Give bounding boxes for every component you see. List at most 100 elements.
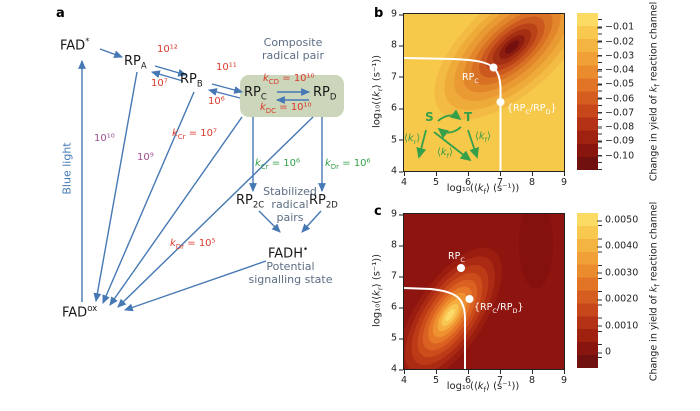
panel-c-ytick: 6 bbox=[391, 302, 404, 313]
colorbar-tick: −0.01 bbox=[596, 21, 635, 33]
rate-10e12: 10¹² bbox=[157, 44, 178, 55]
colorbar-tick: 0.0020 bbox=[596, 293, 639, 305]
singlet-label: S bbox=[425, 110, 434, 124]
triplet-label: T bbox=[464, 110, 473, 124]
panel-c-point-rpc bbox=[457, 264, 465, 272]
panel-c-ytick: 8 bbox=[391, 240, 404, 251]
colorbar-tick: −0.08 bbox=[596, 121, 635, 133]
panel-c-colorbar: 0.0050 0.0040 0.0030 0.0020 0.0010 0 bbox=[577, 213, 638, 368]
panel-b-ytick: 4 bbox=[391, 166, 404, 177]
panel-c-colorbar-minor-ticks bbox=[598, 213, 602, 368]
panel-c-xtick: 4 bbox=[401, 369, 407, 386]
colorbar-tick: −0.04 bbox=[596, 64, 635, 76]
panel-c-zero-contour bbox=[404, 287, 466, 369]
rate-10e6: 10⁶ bbox=[208, 96, 225, 107]
panel-b-letter: b bbox=[374, 6, 384, 21]
panel-c-ytick: 5 bbox=[391, 333, 404, 344]
panel-b-point-pair bbox=[496, 98, 505, 106]
colorbar-tick: 0.0050 bbox=[596, 214, 639, 226]
rate-10e11: 10¹¹ bbox=[216, 62, 237, 73]
panel-c-maximum-lobe bbox=[404, 247, 502, 369]
panel-b-heatmap bbox=[404, 14, 564, 171]
singlet-triplet-scheme bbox=[416, 109, 479, 162]
composite-pair-box bbox=[240, 75, 344, 117]
panel-b-xtick: 4 bbox=[401, 171, 407, 188]
panel-c-ytick: 9 bbox=[391, 209, 404, 220]
panel-b-ytick: 8 bbox=[391, 40, 404, 51]
kf-rate-label-middle: ⟨kf⟩ bbox=[437, 147, 453, 160]
species-rp-d: RPD bbox=[313, 85, 337, 103]
panel-c-plot: RPC {RPC/RPD} 9 8 7 6 5 4 4 5 6 7 8 9 bbox=[391, 209, 567, 387]
colorbar-tick: 0.0010 bbox=[596, 320, 639, 332]
panel-c-xtick: 5 bbox=[433, 369, 439, 386]
panel-b-xtick: 8 bbox=[529, 171, 535, 188]
colorbar-gradient bbox=[577, 13, 598, 170]
panel-c-heatmap bbox=[404, 214, 564, 369]
panel-b-ytick: 9 bbox=[391, 9, 404, 20]
stabilized-pairs-caption: Stabilized radical pairs bbox=[263, 185, 317, 224]
reaction-arrows bbox=[78, 48, 326, 312]
colorbar-tick: −0.03 bbox=[596, 50, 635, 62]
species-rp-2c: RP2C bbox=[236, 193, 265, 211]
panel-b-rpc-label: RPC bbox=[462, 72, 479, 85]
panel-a-letter: a bbox=[56, 6, 65, 21]
species-fad-ox: FADox bbox=[62, 304, 98, 321]
panel-b-pair-label: {RPC/RPD} bbox=[507, 103, 557, 116]
panel-b-xtick: 5 bbox=[433, 171, 439, 188]
panel-b-y-axis-label: log₁₀(⟨kr⟩ (s⁻¹)) bbox=[371, 54, 385, 129]
rate-kcr-10e6: kCr = 10⁶ bbox=[255, 158, 301, 171]
panel-c-dark-patch bbox=[519, 214, 553, 289]
panel-b-colorbar: −0.01 −0.02 −0.03 −0.04 −0.05 −0.06 −0.0… bbox=[577, 13, 634, 170]
rate-10e10: 10¹⁰ bbox=[94, 133, 115, 144]
panel-b-xtick: 7 bbox=[497, 171, 503, 188]
colorbar-tick: −0.07 bbox=[596, 107, 635, 119]
rate-kdr-10e6: kDr = 10⁶ bbox=[325, 158, 371, 171]
colorbar-tick: −0.10 bbox=[596, 150, 635, 162]
colorbar-tick: 0 bbox=[596, 346, 612, 358]
rate-kdr-10e5: kDr = 10⁵ bbox=[170, 238, 216, 251]
colorbar-gradient bbox=[577, 213, 598, 368]
panel-b-point-rpc bbox=[489, 63, 498, 72]
panel-b-ytick: 6 bbox=[391, 103, 404, 114]
panel-c-point-pair bbox=[465, 295, 474, 303]
panel-c-ytick: 7 bbox=[391, 271, 404, 282]
colorbar-tick: −0.06 bbox=[596, 93, 635, 105]
panel-c-xtick: 9 bbox=[561, 369, 567, 386]
colorbar-tick: −0.05 bbox=[596, 78, 635, 90]
kr-rate-label: ⟨kr⟩ bbox=[404, 133, 421, 146]
colorbar-tick: −0.09 bbox=[596, 135, 635, 147]
panel-b-colorbar-label: Change in yield of kf reaction channel bbox=[648, 1, 662, 182]
panel-c-letter: c bbox=[374, 204, 382, 219]
rate-kdc: kDC = 10¹⁰ bbox=[260, 102, 312, 115]
species-rp-2d: RP2D bbox=[309, 193, 338, 211]
panel-c-ytick: 4 bbox=[391, 364, 404, 375]
species-rp-b: RPB bbox=[180, 72, 203, 90]
panel-c-colorbar-label: Change in yield of kf reaction channel bbox=[648, 201, 662, 382]
panel-b-colorbar-minor-ticks bbox=[598, 13, 602, 170]
panel-c-y-axis-label: log₁₀(⟨kr⟩ (s⁻¹)) bbox=[371, 253, 385, 328]
kf-rate-label-right: ⟨kf⟩ bbox=[475, 131, 491, 144]
panel-c-rpc-label: RPC bbox=[448, 251, 465, 264]
blue-light-label: Blue light bbox=[60, 142, 74, 195]
species-rp-a: RPA bbox=[124, 54, 147, 72]
reaction-scheme-graphic bbox=[78, 48, 344, 312]
panel-b-ytick: 7 bbox=[391, 71, 404, 82]
signalling-state-caption: Potential signalling state bbox=[248, 260, 333, 286]
colorbar-tick: 0.0040 bbox=[596, 240, 639, 252]
rate-10e7: 10⁷ bbox=[151, 78, 168, 89]
panel-b-xtick: 6 bbox=[465, 171, 471, 188]
colorbar-tick: 0.0030 bbox=[596, 267, 639, 279]
panel-c-pair-label: {RPC/RPD} bbox=[474, 302, 524, 315]
panel-b-ytick: 5 bbox=[391, 134, 404, 145]
panel-c-xtick: 6 bbox=[465, 369, 471, 386]
panel-c-xtick: 8 bbox=[529, 369, 535, 386]
rate-kcr-10e7: kCr = 10⁷ bbox=[172, 128, 218, 141]
composite-pair-caption: Composite radical pair bbox=[262, 36, 324, 62]
colorbar-tick: −0.02 bbox=[596, 36, 635, 48]
panel-b-xtick: 9 bbox=[561, 171, 567, 188]
species-fadh: FADH• bbox=[268, 245, 308, 262]
rate-kcd: kCD = 10¹⁰ bbox=[263, 73, 315, 86]
species-rp-c: RPC bbox=[244, 85, 267, 103]
panel-c-xtick: 7 bbox=[497, 369, 503, 386]
